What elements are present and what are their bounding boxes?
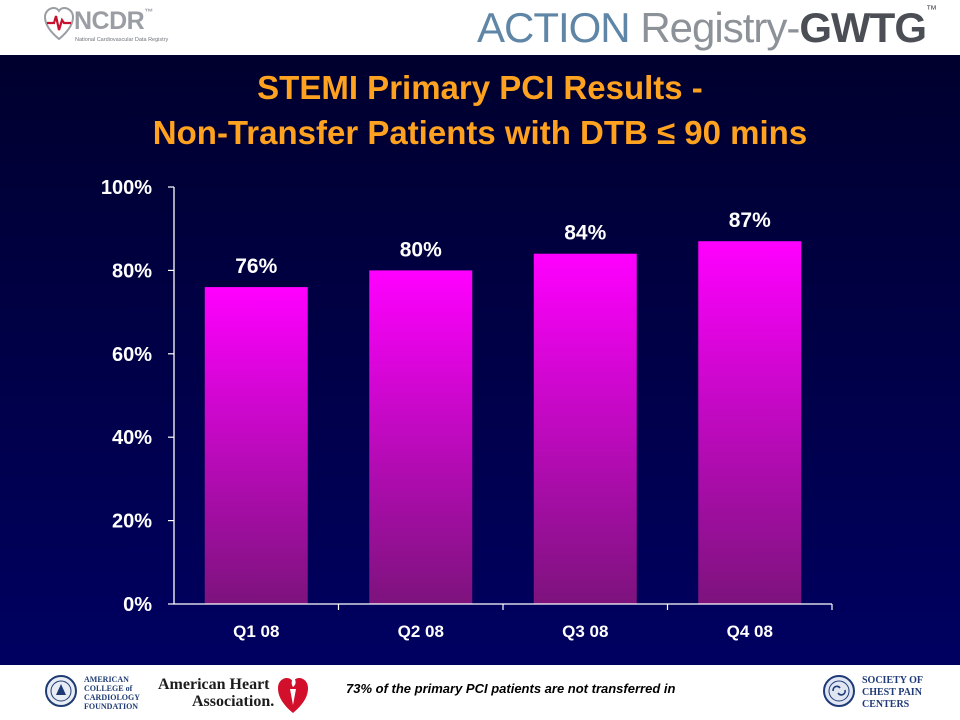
acc-foundation-logo: AMERICAN COLLEGE of CARDIOLOGY FOUNDATIO… bbox=[44, 673, 144, 713]
heart-torch-icon bbox=[278, 676, 308, 713]
chart-data-label: 84% bbox=[564, 222, 606, 245]
acc-foundation-text: AMERICAN COLLEGE of CARDIOLOGY FOUNDATIO… bbox=[84, 675, 140, 711]
ncdr-logo: NCDR™ National Cardiovascular Data Regis… bbox=[43, 6, 176, 48]
aha-logo: American Heart Association. bbox=[158, 673, 313, 715]
chart-data-label: 76% bbox=[235, 255, 277, 278]
chart-y-tick-label: 100% bbox=[101, 177, 152, 199]
action-word: ACTION bbox=[476, 4, 631, 51]
footer-note: 73% of the primary PCI patients are not … bbox=[346, 681, 676, 696]
registry-word: Registry bbox=[640, 4, 787, 51]
chart-bar bbox=[369, 270, 473, 604]
chart-axes bbox=[168, 186, 833, 610]
action-registry-logo: ACTION Registry-GWTG™ bbox=[476, 4, 937, 51]
scpc-logo: SOCIETY OF CHEST PAIN CENTERS bbox=[822, 673, 932, 715]
chart-category-label: Q4 08 bbox=[727, 622, 773, 641]
acc-text-line: COLLEGE of bbox=[84, 684, 133, 693]
chart-data-label: 87% bbox=[729, 209, 771, 232]
scpc-text-line: SOCIETY OF bbox=[862, 675, 924, 686]
bar-chart: 76% Q1 08 80% Q2 08 84% Q3 08 87% Q4 08 0% 20% 40%… bbox=[101, 177, 833, 641]
ncdr-trademark: ™ bbox=[144, 7, 153, 17]
scpc-text-line: CENTERS bbox=[862, 699, 910, 710]
footer: AMERICAN COLLEGE of CARDIOLOGY FOUNDATIO… bbox=[0, 665, 960, 720]
aha-text-line: Association. bbox=[192, 693, 275, 710]
chart-y-tick-label: 20% bbox=[112, 511, 152, 533]
chart-bar bbox=[698, 241, 802, 604]
action-trademark: ™ bbox=[926, 4, 937, 16]
chart-data-label: 80% bbox=[400, 238, 442, 261]
ncdr-subtitle: National Cardiovascular Data Registry bbox=[75, 37, 169, 43]
scpc-text-line: CHEST PAIN bbox=[862, 687, 922, 698]
acc-text-line: AMERICAN bbox=[84, 675, 129, 684]
ncdr-wordmark: NCDR™ bbox=[74, 7, 153, 35]
chart-y-tick-label: 0% bbox=[123, 594, 152, 616]
header: NCDR™ National Cardiovascular Data Regis… bbox=[0, 0, 960, 55]
scpc-seal-icon bbox=[823, 675, 855, 707]
chart-bar bbox=[204, 287, 308, 604]
aha-text-line: American Heart bbox=[158, 676, 270, 693]
chart-y-tick-label: 60% bbox=[112, 344, 152, 366]
slide-title-line-1: STEMI Primary PCI Results - bbox=[257, 69, 703, 106]
chart-category-label: Q3 08 bbox=[562, 622, 608, 641]
gwtg-word: GWTG bbox=[799, 4, 927, 51]
chart-category-label: Q1 08 bbox=[233, 622, 279, 641]
acc-text-line: FOUNDATION bbox=[84, 702, 139, 711]
acc-text-line: CARDIOLOGY bbox=[84, 693, 141, 702]
slide-title-line-2: Non-Transfer Patients with DTB ≤ 90 mins bbox=[152, 114, 808, 151]
slide: STEMI Primary PCI Results - Non-Transfer… bbox=[0, 55, 960, 665]
chart-bars bbox=[204, 241, 802, 604]
chart-bar bbox=[533, 253, 637, 604]
chart-labels: 76% Q1 08 80% Q2 08 84% Q3 08 87% Q4 08 0% 20% 40%… bbox=[101, 177, 773, 641]
aha-text: American Heart Association. bbox=[158, 676, 274, 710]
scpc-text: SOCIETY OF CHEST PAIN CENTERS bbox=[862, 675, 923, 711]
chart-y-tick-label: 40% bbox=[112, 427, 152, 449]
chart-category-label: Q2 08 bbox=[398, 622, 444, 641]
chart-y-tick-label: 80% bbox=[112, 260, 152, 282]
acc-seal-icon bbox=[45, 675, 77, 707]
heart-pulse-icon bbox=[43, 6, 75, 41]
